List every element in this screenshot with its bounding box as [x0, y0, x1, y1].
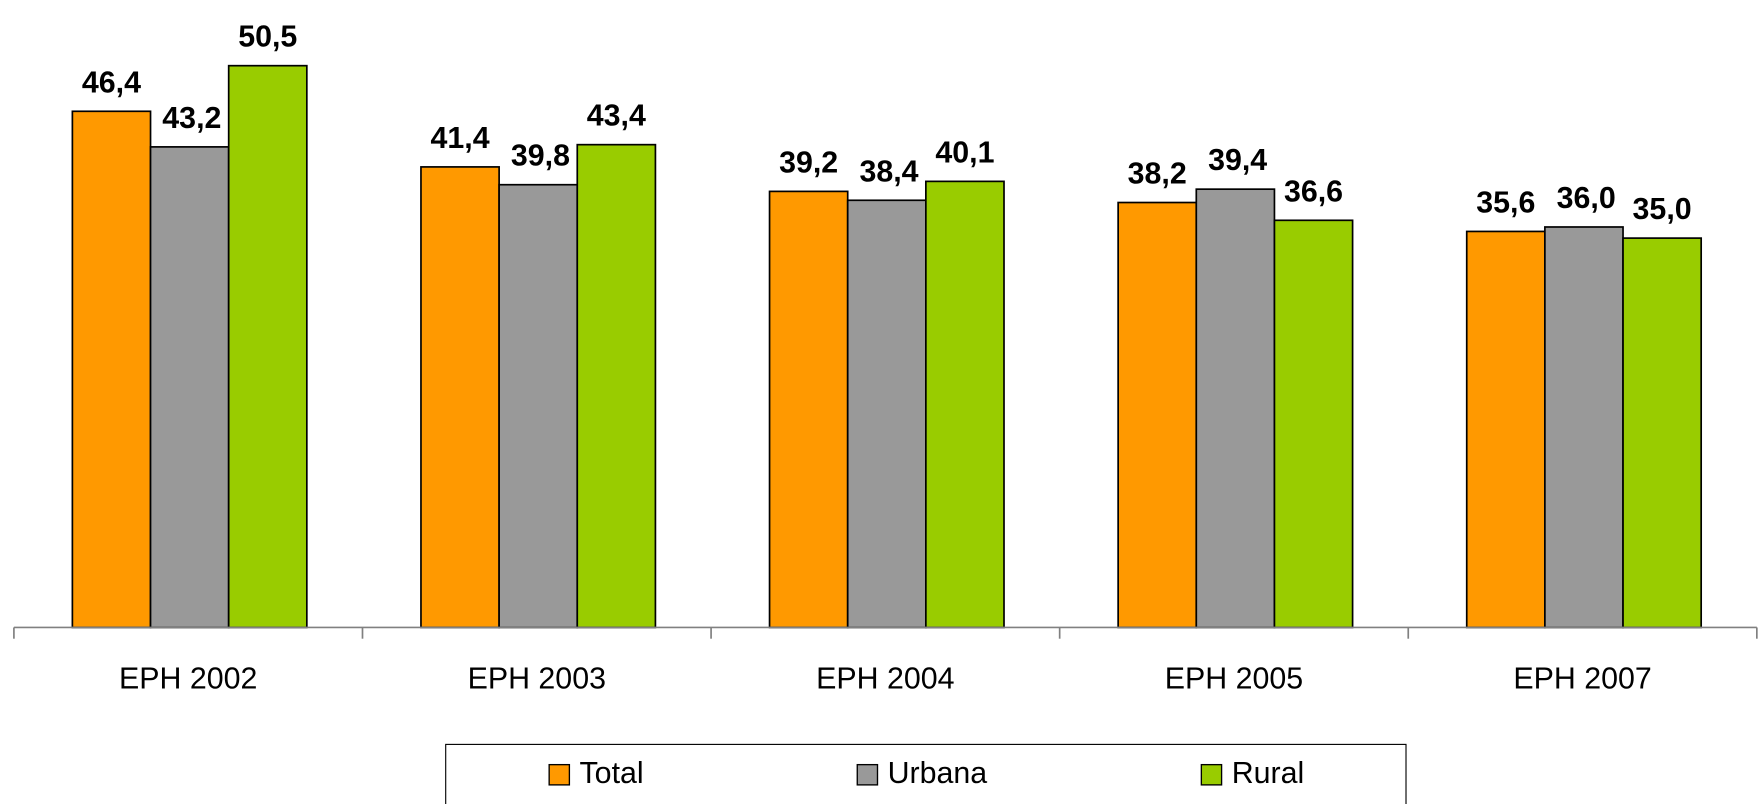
legend-swatch	[548, 763, 571, 786]
value-label: 40,1	[935, 136, 994, 169]
bar	[498, 183, 579, 629]
x-tick-label: EPH 2007	[1513, 662, 1651, 695]
value-label: 39,8	[511, 140, 570, 173]
bar	[1544, 226, 1624, 629]
x-tick-label: EPH 2002	[119, 662, 257, 695]
value-label: 39,2	[779, 146, 838, 179]
bar	[1273, 219, 1354, 629]
value-label: 46,4	[82, 66, 141, 99]
value-label: 38,2	[1128, 158, 1187, 191]
bar	[149, 146, 230, 629]
value-label: 36,0	[1557, 182, 1616, 215]
value-label: 43,2	[162, 102, 221, 135]
value-label: 35,0	[1633, 193, 1692, 226]
legend-swatch	[1200, 763, 1223, 786]
x-tick-label: EPH 2004	[816, 662, 954, 695]
x-tick-label: EPH 2003	[468, 662, 606, 695]
bar	[846, 199, 927, 629]
bar	[71, 110, 152, 629]
bar	[1195, 188, 1276, 629]
bar	[1465, 230, 1546, 629]
x-tick-label: EPH 2005	[1165, 662, 1303, 695]
bar	[1622, 237, 1703, 629]
legend-label: Total	[580, 757, 644, 790]
bar	[1117, 201, 1198, 629]
legend-box	[445, 743, 1407, 804]
value-label: 50,5	[238, 21, 297, 54]
bar	[768, 190, 849, 629]
value-label: 39,4	[1208, 144, 1267, 177]
value-label: 35,6	[1476, 186, 1535, 219]
bar	[227, 64, 308, 629]
bar	[925, 180, 1005, 629]
value-label: 38,4	[859, 155, 918, 188]
bar	[420, 166, 500, 629]
legend-label: Rural	[1232, 757, 1305, 790]
value-label: 36,6	[1284, 175, 1343, 208]
legend-label: Urbana	[888, 757, 988, 790]
value-label: 41,4	[430, 122, 489, 155]
value-label: 43,4	[587, 100, 646, 133]
bar	[576, 143, 657, 629]
legend-swatch	[856, 763, 879, 786]
